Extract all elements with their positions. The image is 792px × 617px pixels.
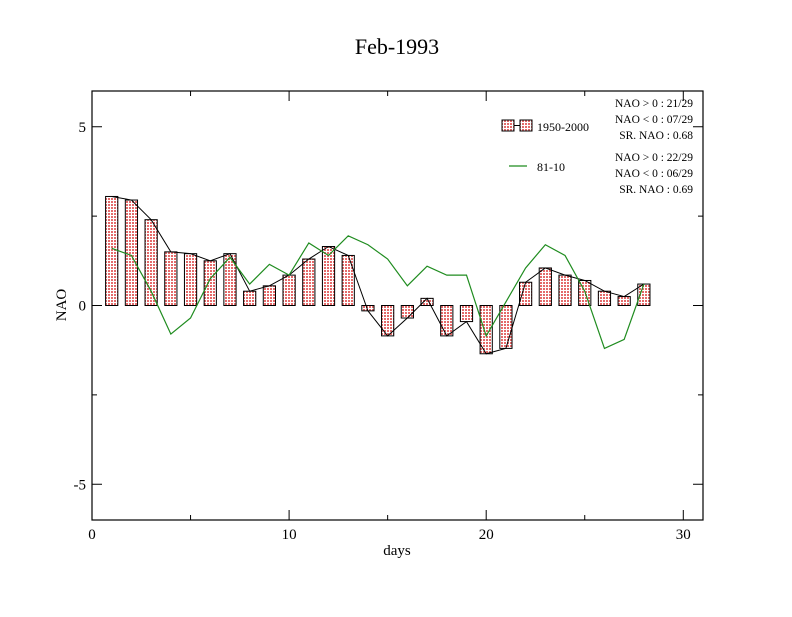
bar — [243, 290, 257, 307]
legend: 1950-2000 81-10 NAO > 0 : 21/29 NAO < 0 : 0… — [501, 98, 693, 196]
series-line-1950-2000 — [111, 195, 645, 355]
x-tick-label: 0 — [88, 527, 96, 543]
bar — [597, 290, 612, 307]
bar — [183, 253, 198, 307]
bar — [381, 305, 395, 337]
stat-text-line: SR. NAO : 0.68 — [619, 130, 693, 142]
bar — [519, 281, 533, 307]
bar — [262, 285, 276, 306]
series-line-81-10 — [111, 235, 645, 350]
legend-swatch-1950-2000-left — [501, 119, 515, 132]
x-axis-label: days — [383, 543, 411, 559]
plot-frame — [91, 90, 704, 521]
bar — [400, 305, 414, 319]
x-tick-label: 10 — [282, 527, 297, 543]
y-tick-label: 0 — [79, 299, 87, 315]
legend-swatch-1950-2000-right — [519, 119, 533, 132]
bar — [105, 195, 119, 306]
bar — [282, 274, 296, 306]
chart-title: Feb-1993 — [355, 34, 439, 59]
stat-text-line: NAO < 0 : 06/29 — [615, 168, 693, 180]
bar — [203, 260, 217, 306]
plot-area: 0 10 20 30 -5 0 5 — [74, 90, 704, 543]
bar — [538, 267, 552, 306]
legend-label-1950-2000: 1950-2000 — [537, 120, 589, 134]
bar — [124, 199, 139, 307]
y-tick-label: -5 — [74, 477, 87, 493]
bar — [617, 296, 631, 306]
bar — [164, 251, 178, 306]
stat-text-line: NAO > 0 : 21/29 — [615, 98, 693, 110]
stat-text-line: NAO > 0 : 22/29 — [615, 152, 693, 164]
stat-text-line: SR. NAO : 0.69 — [619, 184, 693, 196]
bar — [302, 258, 316, 306]
legend-label-81-10: 81-10 — [537, 160, 565, 174]
x-tick-label: 20 — [479, 527, 494, 543]
bar — [341, 254, 355, 306]
bar — [558, 274, 572, 306]
bar — [459, 305, 474, 323]
x-tick-label: 30 — [676, 527, 691, 543]
bar — [499, 305, 513, 349]
stat-text-line: NAO < 0 : 07/29 — [615, 114, 693, 126]
bar — [440, 305, 454, 337]
y-tick-label: 5 — [79, 120, 87, 136]
y-axis-label: NAO — [54, 289, 70, 322]
